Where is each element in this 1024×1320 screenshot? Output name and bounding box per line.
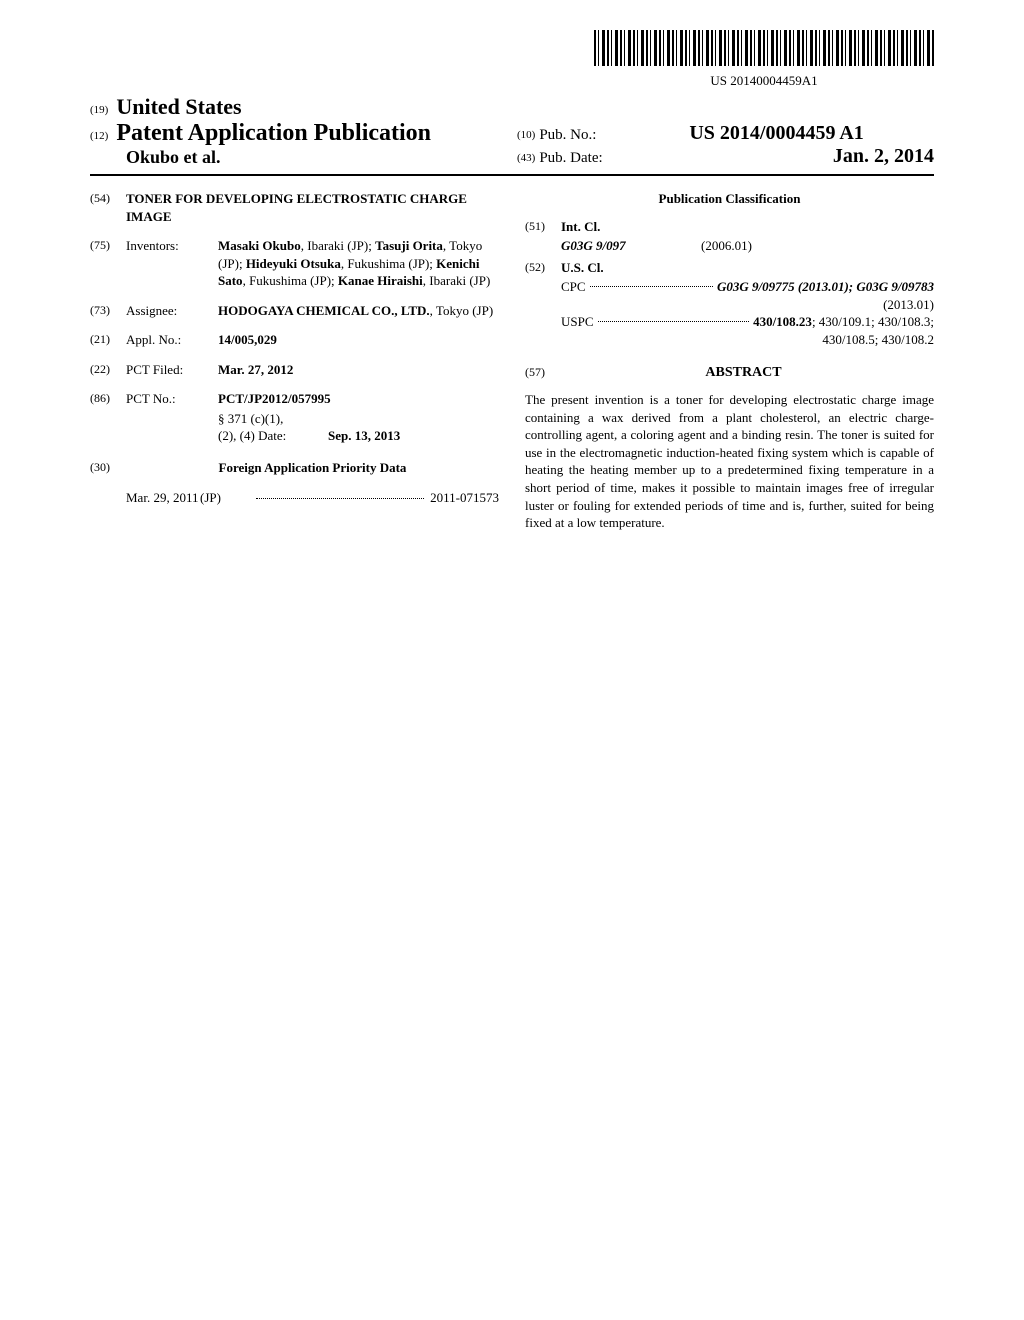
country-prefix: (19): [90, 104, 108, 116]
abstract-head: ABSTRACT: [525, 364, 934, 383]
left-column: (54) TONER FOR DEVELOPING ELECTROSTATIC …: [90, 190, 499, 532]
pctfiled-label: PCT Filed:: [126, 361, 218, 379]
pubtype-prefix: (12): [90, 130, 108, 142]
inventors-label: Inventors:: [126, 237, 218, 290]
priority-date: Mar. 29, 2011: [90, 489, 200, 507]
priority-appnum: 2011-071573: [430, 489, 499, 507]
inventors-list: Masaki Okubo, Ibaraki (JP); Tasuji Orita…: [218, 237, 499, 290]
applno-label: Appl. No.:: [126, 331, 218, 349]
dots-leader: [590, 278, 713, 287]
dots-leader: [256, 489, 424, 499]
pubno-prefix: (10): [517, 129, 535, 141]
uspc-lead: USPC: [561, 313, 594, 331]
intcl-code: G03G 9/097: [561, 237, 701, 255]
pctfiled-value: Mar. 27, 2012: [218, 361, 499, 379]
assignee-loc: , Tokyo (JP): [430, 303, 494, 318]
priority-country: (JP): [200, 489, 250, 507]
assignee-value: HODOGAYA CHEMICAL CO., LTD., Tokyo (JP): [218, 302, 499, 320]
assignee-num: (73): [90, 302, 126, 320]
pct-date-label: (2), (4) Date:: [218, 427, 328, 445]
assignee-label: Assignee:: [126, 302, 218, 320]
uspc-continuation: 430/108.5; 430/108.2: [525, 331, 934, 349]
inventor-loc: , Ibaraki (JP): [423, 273, 491, 288]
inventor-loc: , Ibaraki (JP);: [301, 238, 375, 253]
intcl-year: (2006.01): [701, 237, 752, 255]
assignee-name: HODOGAYA CHEMICAL CO., LTD.: [218, 303, 430, 318]
cpc-codes-text: G03G 9/09775 (2013.01); G03G 9/09783: [717, 279, 934, 294]
pubno-value: US 2014/0004459 A1: [689, 122, 863, 145]
applno-num: (21): [90, 331, 126, 349]
abstract-text: The present invention is a toner for dev…: [525, 391, 934, 531]
inventor-name: Hideyuki Otsuka: [246, 256, 341, 271]
publication-type: Patent Application Publication: [116, 120, 431, 146]
priority-data-line: Mar. 29, 2011 (JP) 2011-071573: [90, 489, 499, 507]
barcode-region: US 20140004459A1: [90, 30, 934, 90]
pubdate-value: Jan. 2, 2014: [833, 145, 934, 168]
dots-leader: [598, 313, 750, 322]
abstract-num: (57): [525, 364, 545, 380]
pctfiled-num: (22): [90, 361, 126, 379]
header-block: (19) United States (12) Patent Applicati…: [90, 94, 934, 176]
cpc-continuation: (2013.01): [525, 296, 934, 314]
pctno-value: PCT/JP2012/057995: [218, 390, 499, 408]
barcode-graphic: [594, 30, 934, 66]
title-num: (54): [90, 190, 126, 225]
intcl-label: Int. Cl.: [561, 218, 600, 236]
pubdate-label: Pub. Date:: [539, 150, 689, 167]
pubdate-prefix: (43): [517, 152, 535, 164]
inventor-loc: , Fukushima (JP);: [341, 256, 436, 271]
uscl-label: U.S. Cl.: [561, 259, 604, 277]
applno-value: 14/005,029: [218, 331, 499, 349]
inventor-loc: , Fukushima (JP);: [243, 273, 338, 288]
uscl-num: (52): [525, 259, 561, 277]
pubno-label: Pub. No.:: [539, 127, 689, 144]
barcode-text: US 20140004459A1: [594, 73, 934, 89]
inventor-name: Masaki Okubo: [218, 238, 301, 253]
pctno-label: PCT No.:: [126, 390, 218, 408]
priority-num: (30): [90, 459, 126, 483]
pctno-num: (86): [90, 390, 126, 408]
header-authors: Okubo et al.: [90, 147, 507, 168]
inventor-name: Kanae Hiraishi: [338, 273, 423, 288]
invention-title: TONER FOR DEVELOPING ELECTROSTATIC CHARG…: [126, 190, 499, 225]
inventors-num: (75): [90, 237, 126, 290]
priority-head: Foreign Application Priority Data: [126, 459, 499, 477]
pct-371-line: § 371 (c)(1),: [218, 410, 499, 428]
pct-date-value: Sep. 13, 2013: [328, 427, 400, 445]
intcl-num: (51): [525, 218, 561, 236]
country: United States: [116, 94, 241, 119]
cpc-codes: G03G 9/09775 (2013.01); G03G 9/09783: [717, 278, 934, 296]
inventor-name: Tasuji Orita: [375, 238, 443, 253]
classification-head: Publication Classification: [525, 190, 934, 208]
uspc-codes: 430/108.23; 430/109.1; 430/108.3;: [753, 313, 934, 331]
cpc-lead: CPC: [561, 278, 586, 296]
right-column: Publication Classification (51) Int. Cl.…: [525, 190, 934, 532]
uspc-primary: 430/108.23: [753, 314, 812, 329]
